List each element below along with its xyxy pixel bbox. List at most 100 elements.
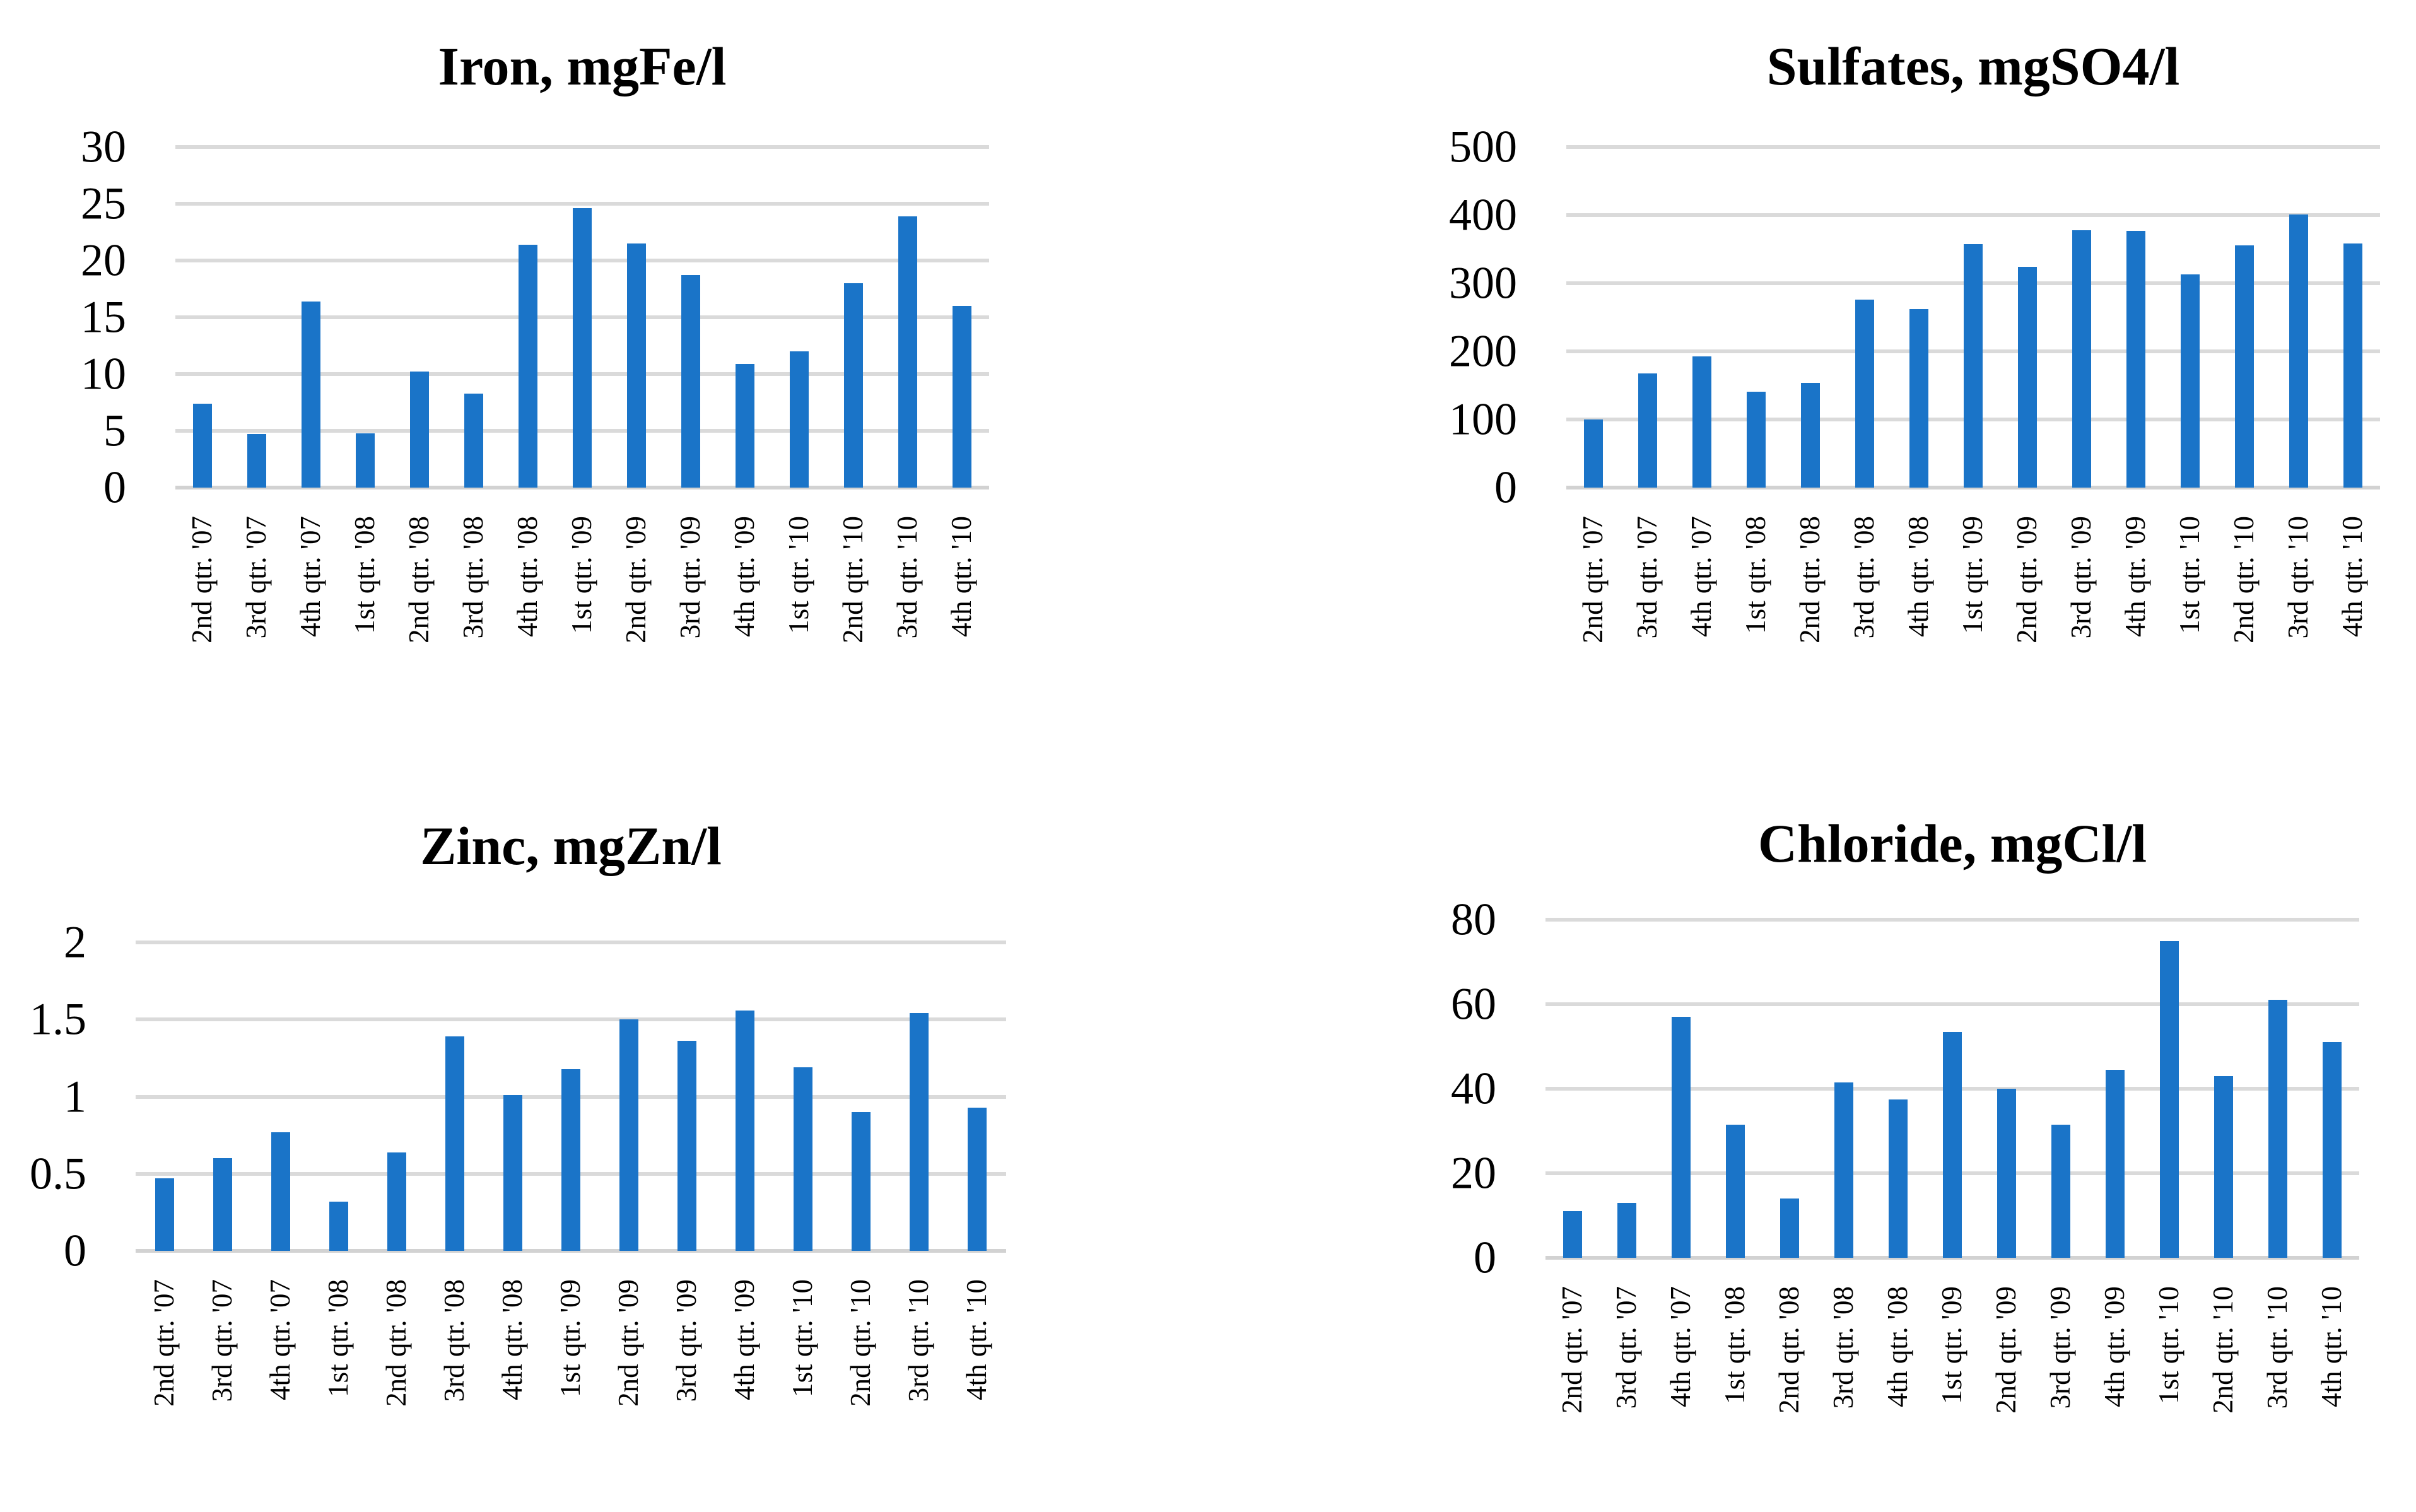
gridline: [1545, 1002, 2359, 1006]
bar: [271, 1132, 290, 1251]
bar: [2214, 1075, 2233, 1258]
x-tick-label: 1st qtr. '09: [566, 516, 598, 634]
bar: [561, 1069, 580, 1251]
x-tick-label: 1st qtr. '08: [1740, 516, 1772, 634]
x-tick-label: 1st qtr. '10: [2174, 516, 2206, 634]
chart-title-chloride: Chloride, mgCl/l: [1757, 813, 2147, 874]
plot-area-zinc: 0 0.5 1 1.5 2 2nd qtr. '07 3rd qtr. '07 4th qtr…: [30, 920, 1006, 1407]
y-tick-label: 400: [1449, 189, 1517, 240]
y-tick-label: 200: [1449, 325, 1517, 377]
y-tick-label: 0: [64, 1225, 86, 1276]
bar: [736, 1010, 754, 1251]
bar: [464, 393, 483, 488]
x-tick-label: 2nd qtr. '08: [380, 1279, 413, 1407]
gridline: [175, 145, 989, 149]
y-tick-label: 1: [64, 1071, 86, 1122]
y-tick-label: 2: [64, 917, 86, 968]
y-tick-label: 0.5: [30, 1148, 86, 1199]
x-tick-label: 1st qtr. '09: [554, 1279, 587, 1397]
x-tick-label: 3rd qtr. '09: [2065, 516, 2097, 639]
x-axis-line: [1545, 1256, 2359, 1260]
bar: [1672, 1017, 1691, 1258]
x-tick-label: 1st qtr. '09: [1957, 516, 1989, 634]
gridline: [1566, 213, 2380, 217]
x-tick-label: 4th qtr. '07: [1665, 1286, 1697, 1407]
x-tick-label: 4th qtr. '10: [946, 516, 978, 637]
bar: [2018, 267, 2037, 488]
y-tick-label: 10: [81, 348, 126, 399]
bar: [410, 372, 429, 488]
bar: [2072, 230, 2091, 488]
x-tick-label: 4th qtr. '09: [729, 1279, 761, 1400]
y-tick-label: 0: [1474, 1232, 1496, 1283]
bar: [2106, 1069, 2125, 1258]
x-tick-label: 3rd qtr. '07: [1631, 516, 1663, 639]
bar: [1855, 299, 1874, 488]
bar: [519, 244, 537, 488]
chart-title-iron: Iron, mgFe/l: [438, 36, 727, 97]
x-tick-label: 1st qtr. '08: [322, 1279, 355, 1397]
x-tick-label: 3rd qtr. '07: [206, 1279, 238, 1402]
gridline: [136, 941, 1006, 944]
bar: [968, 1107, 987, 1251]
y-tick-label: 300: [1449, 257, 1517, 308]
bar: [329, 1201, 348, 1251]
y-tick-label: 5: [103, 405, 126, 456]
x-tick-label: 2nd qtr. '10: [845, 1279, 877, 1407]
x-tick-label: 4th qtr. '07: [264, 1279, 296, 1400]
x-tick-label: 3rd qtr. '10: [903, 1279, 935, 1402]
x-axis-line: [175, 486, 989, 489]
bar: [1834, 1082, 1853, 1258]
x-tick-label: 3rd qtr. '08: [457, 516, 490, 639]
chart-title-zinc: Zinc, mgZn/l: [420, 816, 722, 876]
x-tick-label: 2nd qtr. '10: [2207, 1286, 2239, 1414]
plot-area-sulfates: 0 100 200 300 400 500 2nd qtr. '07 3rd qtr. '07…: [1449, 124, 2380, 643]
bar: [2343, 243, 2362, 488]
x-tick-label: 4th qtr. '09: [2099, 1286, 2131, 1407]
bar: [677, 1041, 696, 1251]
x-tick-label: 2nd qtr. '10: [2228, 516, 2260, 643]
x-tick-label: 4th qtr. '08: [1903, 516, 1935, 637]
x-tick-label: 2nd qtr. '08: [1773, 1286, 1805, 1414]
x-tick-label: 2nd qtr. '09: [2011, 516, 2043, 643]
x-tick-label: 1st qtr. '08: [349, 516, 381, 634]
bar: [619, 1019, 638, 1251]
chart-title-sulfates: Sulfates, mgSO4/l: [1766, 36, 2180, 97]
x-tick-label: 3rd qtr. '09: [674, 516, 707, 639]
x-tick-label: 4th qtr. '10: [2337, 516, 2369, 637]
bar: [1638, 373, 1657, 488]
plot-area-chloride: 0 20 40 60 80 2nd qtr. '07 3rd qtr. '07 4th qtr…: [1451, 897, 2359, 1414]
x-tick-label: 3rd qtr. '10: [2261, 1286, 2294, 1409]
bar: [247, 434, 266, 488]
bar: [681, 275, 700, 488]
bar: [573, 208, 592, 488]
bar: [1801, 382, 1820, 488]
x-tick-label: 3rd qtr. '08: [1827, 1286, 1860, 1409]
x-tick-label: 1st qtr. '08: [1719, 1286, 1751, 1404]
chart-sulfates: Sulfates, mgSO4/l 0 100 200 300 400 500 2nd qt…: [1208, 0, 2416, 756]
x-tick-label: 2nd qtr. '09: [613, 1279, 645, 1407]
bar: [1964, 244, 1983, 488]
x-tick-label: 3rd qtr. '10: [2282, 516, 2314, 639]
y-tick-label: 30: [81, 121, 126, 172]
bar: [2235, 245, 2254, 488]
x-tick-label: 2nd qtr. '07: [186, 516, 218, 643]
bar: [790, 351, 809, 488]
x-tick-label: 3rd qtr. '08: [1848, 516, 1880, 639]
x-tick-label: 4th qtr. '08: [512, 516, 544, 637]
bar: [1563, 1211, 1582, 1258]
x-tick-label: 2nd qtr. '08: [403, 516, 435, 643]
bar: [1617, 1202, 1636, 1258]
x-tick-label: 1st qtr. '10: [2153, 1286, 2185, 1404]
y-tick-label: 20: [81, 235, 126, 286]
x-tick-label: 2nd qtr. '09: [620, 516, 652, 643]
x-tick-label: 4th qtr. '09: [2120, 516, 2152, 637]
bar: [387, 1152, 406, 1251]
bar: [503, 1095, 522, 1251]
y-tick-label: 1.5: [30, 993, 86, 1045]
bar: [2289, 214, 2308, 488]
y-tick-label: 40: [1451, 1063, 1496, 1114]
bar: [155, 1178, 174, 1251]
y-tick-label: 500: [1449, 121, 1517, 172]
